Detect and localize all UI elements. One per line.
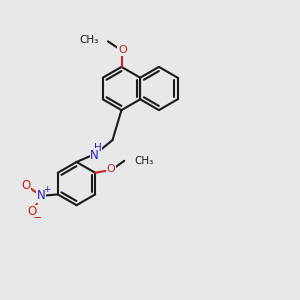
Text: N: N [90, 148, 99, 162]
Text: O: O [27, 205, 37, 218]
Text: O: O [118, 45, 127, 56]
Text: CH₃: CH₃ [79, 35, 98, 45]
Text: N: N [37, 189, 45, 202]
Text: CH₃: CH₃ [134, 156, 154, 166]
Text: +: + [43, 185, 50, 194]
Text: O: O [21, 178, 31, 192]
Text: O: O [107, 164, 116, 174]
Text: H: H [94, 143, 102, 153]
Text: −: − [33, 213, 42, 223]
